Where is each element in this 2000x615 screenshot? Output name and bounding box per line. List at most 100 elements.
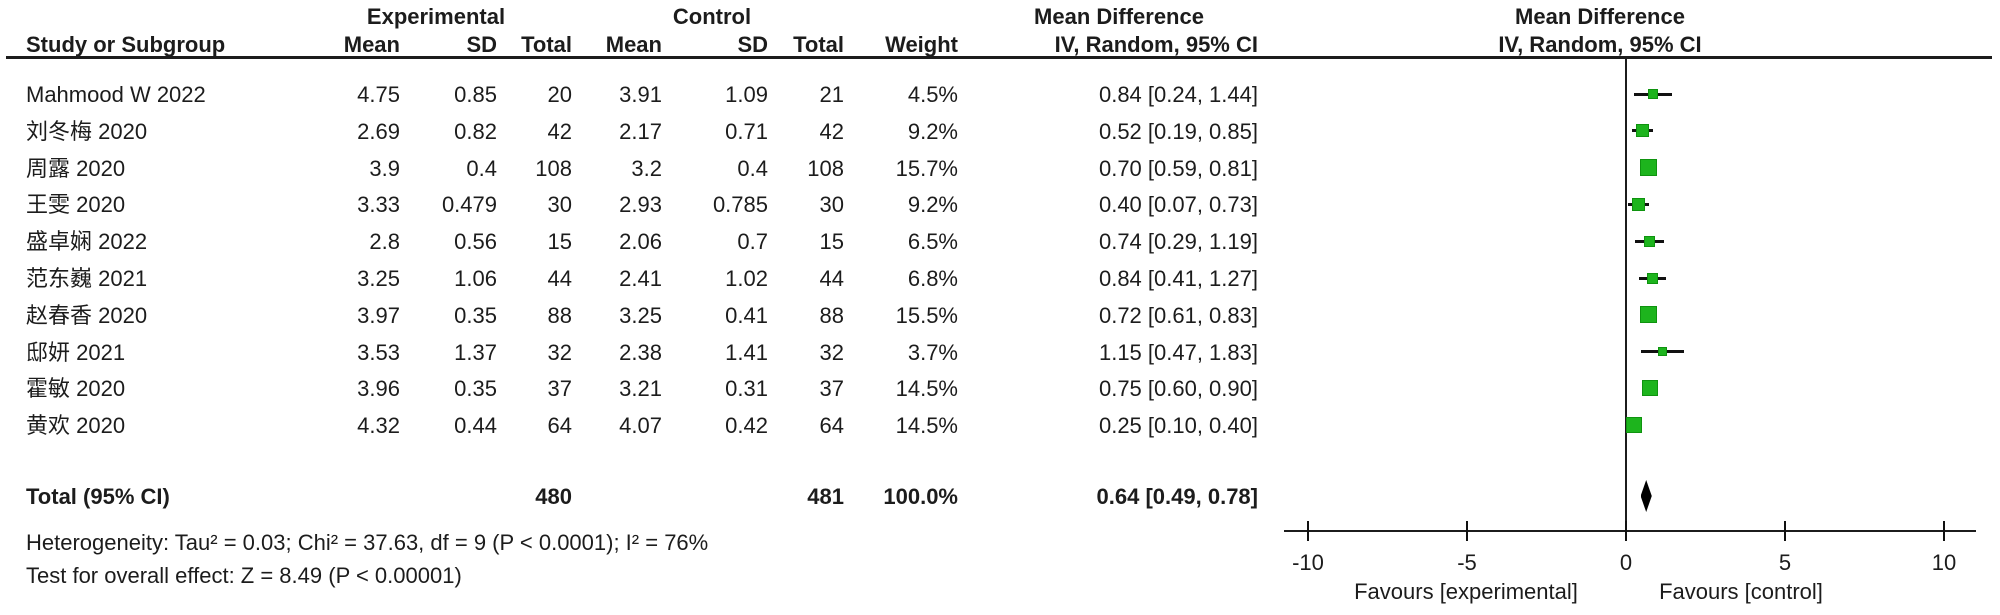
study-row-ctl-sd: 0.7 — [737, 229, 768, 254]
study-row-exp-mean: 4.75 — [357, 82, 400, 107]
header-rule — [6, 56, 1992, 59]
study-row-exp-sd: 1.06 — [454, 266, 497, 291]
study-row-study-name: 霍敏 2020 — [26, 376, 126, 401]
study-row-exp-sd: 0.56 — [454, 229, 497, 254]
header-col-ci-right: IV, Random, 95% CI — [1498, 32, 1702, 57]
header-col-sd-ctl: SD — [737, 32, 768, 57]
study-row-weight: 4.5% — [907, 82, 958, 107]
study-row-study-name: 邸妍 2021 — [26, 340, 126, 365]
pooled-effect-diamond — [1640, 480, 1652, 512]
effect-square — [1641, 380, 1658, 397]
axis-tick-label: 5 — [1778, 550, 1792, 575]
study-row-exp-total: 64 — [547, 413, 572, 438]
effect-square — [1647, 272, 1659, 284]
study-row-ctl-total: 88 — [819, 303, 844, 328]
study-row-exp-sd: 0.44 — [454, 413, 497, 438]
axis-tick-mark — [1625, 521, 1627, 541]
study-row-weight: 9.2% — [907, 119, 958, 144]
study-row-ci-text: 0.70 [0.59, 0.81] — [1098, 156, 1258, 181]
effect-square — [1632, 197, 1646, 211]
zero-reference-line — [1625, 58, 1627, 531]
favours-experimental-label: Favours [experimental] — [1354, 579, 1578, 604]
study-row-exp-total: 44 — [547, 266, 572, 291]
study-row-exp-total: 108 — [535, 156, 572, 181]
study-row-ctl-mean: 2.93 — [619, 192, 662, 217]
study-row-ctl-sd: 0.31 — [725, 376, 768, 401]
study-row-study-name: Mahmood W 2022 — [26, 82, 206, 107]
study-row-exp-total: 15 — [547, 229, 572, 254]
study-row-exp-sd: 0.35 — [454, 376, 497, 401]
header-col-mean-exp: Mean — [343, 32, 400, 57]
favours-control-label: Favours [control] — [1659, 579, 1823, 604]
study-row-ci-text: 0.40 [0.07, 0.73] — [1098, 192, 1258, 217]
study-row-ctl-total: 108 — [807, 156, 844, 181]
study-row-exp-mean: 3.25 — [357, 266, 400, 291]
study-row-exp-total: 88 — [547, 303, 572, 328]
study-row-ctl-mean: 2.17 — [619, 119, 662, 144]
study-row-ctl-total: 15 — [819, 229, 844, 254]
study-row-ctl-sd: 0.42 — [725, 413, 768, 438]
study-row-ci-text: 0.52 [0.19, 0.85] — [1098, 119, 1258, 144]
study-row-weight: 6.5% — [907, 229, 958, 254]
study-row-study-name: 王雯 2020 — [26, 192, 126, 217]
study-row-ctl-mean: 3.91 — [619, 82, 662, 107]
study-row-ctl-mean: 3.21 — [619, 376, 662, 401]
header-col-mean-ctl: Mean — [605, 32, 662, 57]
study-row-ctl-mean: 3.2 — [631, 156, 662, 181]
study-row-exp-mean: 3.33 — [357, 192, 400, 217]
study-row-weight: 6.8% — [907, 266, 958, 291]
study-row-ci-text: 0.84 [0.24, 1.44] — [1098, 82, 1258, 107]
axis-tick-label: 0 — [1619, 550, 1633, 575]
study-row-exp-mean: 2.69 — [357, 119, 400, 144]
study-row-weight: 15.5% — [895, 303, 958, 328]
study-row-weight: 9.2% — [907, 192, 958, 217]
study-row-ctl-mean: 2.06 — [619, 229, 662, 254]
study-row-ctl-total: 42 — [819, 119, 844, 144]
total-exp-n: 480 — [535, 484, 572, 509]
study-row-ci-text: 0.75 [0.60, 0.90] — [1098, 376, 1258, 401]
effect-square — [1639, 159, 1657, 177]
study-row-exp-sd: 0.479 — [441, 192, 497, 217]
header-group-experimental: Experimental — [366, 4, 506, 29]
study-row-ctl-mean: 4.07 — [619, 413, 662, 438]
study-row-ctl-sd: 1.02 — [725, 266, 768, 291]
header-col-weight: Weight — [885, 32, 958, 57]
study-row-ctl-total: 21 — [819, 82, 844, 107]
effect-square — [1658, 347, 1668, 357]
study-row-ctl-sd: 0.71 — [725, 119, 768, 144]
study-row-ci-text: 1.15 [0.47, 1.83] — [1098, 340, 1258, 365]
axis-tick-mark — [1466, 521, 1468, 541]
effect-square — [1636, 124, 1649, 138]
axis-tick-mark — [1307, 521, 1309, 541]
study-row-exp-mean: 3.9 — [369, 156, 400, 181]
study-row-exp-mean: 3.97 — [357, 303, 400, 328]
study-row-ci-text: 0.25 [0.10, 0.40] — [1098, 413, 1258, 438]
study-row-exp-sd: 1.37 — [454, 340, 497, 365]
study-row-weight: 15.7% — [895, 156, 958, 181]
study-row-ctl-total: 37 — [819, 376, 844, 401]
effect-square — [1647, 89, 1658, 99]
total-weight: 100.0% — [883, 484, 958, 509]
axis-tick-label: -5 — [1457, 550, 1477, 575]
study-row-ctl-sd: 0.41 — [725, 303, 768, 328]
study-row-ci-text: 0.72 [0.61, 0.83] — [1098, 303, 1258, 328]
study-row-exp-total: 20 — [547, 82, 572, 107]
study-row-exp-sd: 0.82 — [454, 119, 497, 144]
study-row-exp-mean: 3.53 — [357, 340, 400, 365]
effect-square — [1640, 306, 1658, 324]
header-group-control: Control — [672, 4, 752, 29]
total-ci-text: 0.64 [0.49, 0.78] — [1096, 484, 1258, 509]
study-row-ctl-mean: 2.38 — [619, 340, 662, 365]
header-col-ci-left: IV, Random, 95% CI — [1054, 32, 1258, 57]
study-row-ctl-total: 64 — [819, 413, 844, 438]
effect-square — [1626, 417, 1642, 434]
study-row-exp-total: 42 — [547, 119, 572, 144]
study-row-exp-total: 37 — [547, 376, 572, 401]
study-row-ctl-mean: 2.41 — [619, 266, 662, 291]
total-ctl-n: 481 — [807, 484, 844, 509]
study-row-ctl-sd: 0.785 — [712, 192, 768, 217]
effect-square — [1644, 235, 1655, 247]
study-row-exp-mean: 4.32 — [357, 413, 400, 438]
axis-tick-label: -10 — [1292, 550, 1324, 575]
